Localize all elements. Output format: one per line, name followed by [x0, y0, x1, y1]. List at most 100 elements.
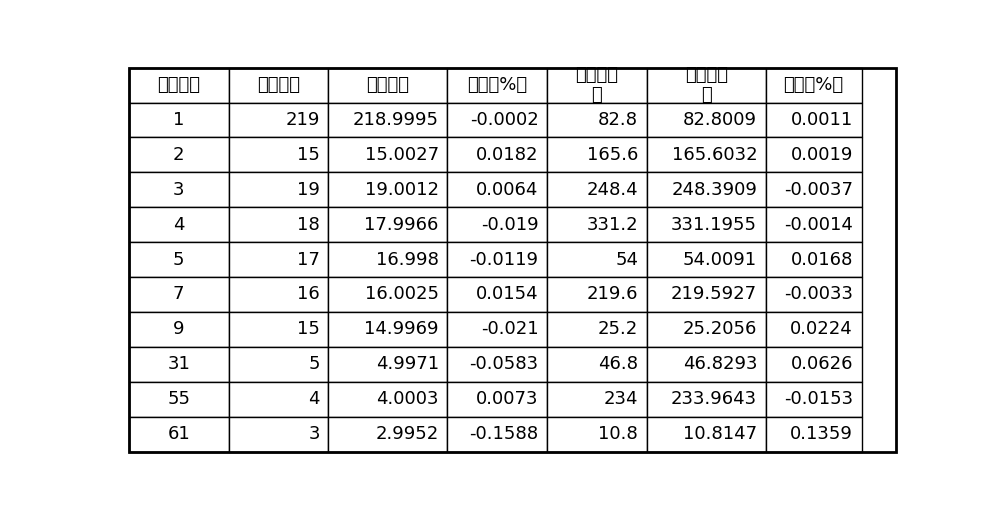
Bar [328, 382, 447, 417]
Text: 0.0019: 0.0019 [791, 146, 853, 164]
Bar [547, 207, 647, 242]
Text: 测量初相
位: 测量初相 位 [685, 66, 728, 104]
Text: 0.0182: 0.0182 [476, 146, 539, 164]
Text: 15: 15 [297, 320, 320, 338]
Bar [229, 242, 328, 277]
Text: 19: 19 [297, 181, 320, 199]
Bar [766, 172, 862, 207]
Text: 219: 219 [285, 111, 320, 129]
Bar [229, 382, 328, 417]
Text: 误差（%）: 误差（%） [467, 76, 527, 94]
Text: 4: 4 [173, 216, 184, 234]
Text: 234: 234 [604, 390, 638, 408]
Text: 248.3909: 248.3909 [671, 181, 757, 199]
Text: 14.9969: 14.9969 [364, 320, 439, 338]
Text: 233.9643: 233.9643 [671, 390, 757, 408]
Text: 18: 18 [297, 216, 320, 234]
Bar [129, 242, 229, 277]
Bar [328, 68, 447, 102]
Text: 误差（%）: 误差（%） [784, 76, 844, 94]
Bar [647, 277, 766, 312]
Text: 46.8: 46.8 [598, 355, 638, 373]
Text: 0.0073: 0.0073 [476, 390, 539, 408]
Text: -0.0037: -0.0037 [784, 181, 853, 199]
Bar [766, 137, 862, 172]
Bar [766, 68, 862, 102]
Bar [647, 347, 766, 382]
Bar [547, 242, 647, 277]
Bar [229, 277, 328, 312]
Bar [766, 102, 862, 137]
Text: 165.6: 165.6 [587, 146, 638, 164]
Text: 16.998: 16.998 [376, 250, 439, 269]
Bar [647, 417, 766, 451]
Text: -0.0002: -0.0002 [470, 111, 539, 129]
Bar [328, 277, 447, 312]
Bar [766, 277, 862, 312]
Bar [328, 347, 447, 382]
Text: 82.8009: 82.8009 [683, 111, 757, 129]
Bar [129, 68, 229, 102]
Bar [447, 312, 547, 347]
Text: -0.0583: -0.0583 [469, 355, 539, 373]
Bar [647, 242, 766, 277]
Text: 25.2056: 25.2056 [683, 320, 757, 338]
Text: 55: 55 [167, 390, 190, 408]
Bar [328, 172, 447, 207]
Bar [766, 382, 862, 417]
Bar [129, 312, 229, 347]
Text: 219.6: 219.6 [587, 285, 638, 303]
Bar [229, 417, 328, 451]
Bar [229, 102, 328, 137]
Bar [328, 207, 447, 242]
Text: 15.0027: 15.0027 [365, 146, 439, 164]
Text: 248.4: 248.4 [587, 181, 638, 199]
Text: 54.0091: 54.0091 [683, 250, 757, 269]
Bar [547, 172, 647, 207]
Text: 5: 5 [308, 355, 320, 373]
Bar [647, 172, 766, 207]
Bar [129, 137, 229, 172]
Bar [328, 417, 447, 451]
Text: 9: 9 [173, 320, 184, 338]
Bar [447, 382, 547, 417]
Bar [328, 312, 447, 347]
Text: -0.0153: -0.0153 [784, 390, 853, 408]
Text: 0.0154: 0.0154 [476, 285, 539, 303]
Text: 测量幅值: 测量幅值 [366, 76, 409, 94]
Bar [647, 68, 766, 102]
Text: 0.0626: 0.0626 [791, 355, 853, 373]
Text: 16: 16 [297, 285, 320, 303]
Text: -0.021: -0.021 [481, 320, 539, 338]
Bar [328, 137, 447, 172]
Bar [229, 172, 328, 207]
Text: -0.019: -0.019 [481, 216, 539, 234]
Text: 331.1955: 331.1955 [671, 216, 757, 234]
Bar [129, 207, 229, 242]
Text: 2: 2 [173, 146, 184, 164]
Bar [647, 207, 766, 242]
Bar [547, 347, 647, 382]
Bar [129, 382, 229, 417]
Bar [447, 172, 547, 207]
Bar [647, 137, 766, 172]
Text: 0.1359: 0.1359 [790, 425, 853, 443]
Bar [129, 102, 229, 137]
Text: 4: 4 [308, 390, 320, 408]
Bar [229, 68, 328, 102]
Text: -0.1588: -0.1588 [469, 425, 539, 443]
Bar [547, 137, 647, 172]
Bar [766, 312, 862, 347]
Text: 0.0064: 0.0064 [476, 181, 539, 199]
Text: -0.0014: -0.0014 [784, 216, 853, 234]
Text: 谐波阶次: 谐波阶次 [157, 76, 200, 94]
Bar [328, 242, 447, 277]
Bar [766, 207, 862, 242]
Bar [547, 382, 647, 417]
Text: 17: 17 [297, 250, 320, 269]
Bar [229, 312, 328, 347]
Text: 5: 5 [173, 250, 184, 269]
Bar [547, 312, 647, 347]
Text: 10.8147: 10.8147 [683, 425, 757, 443]
Bar [447, 417, 547, 451]
